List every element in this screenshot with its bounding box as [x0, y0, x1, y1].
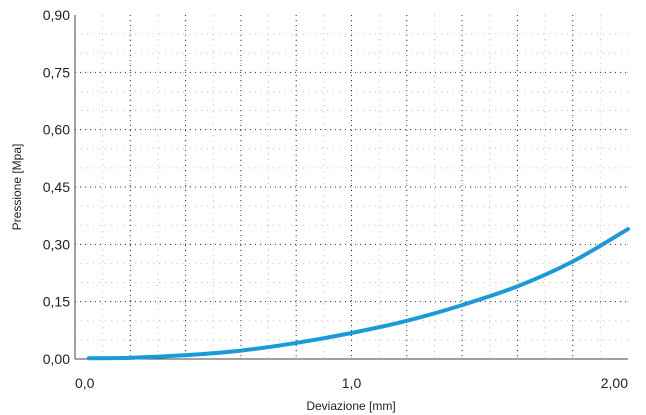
series-line [86, 227, 630, 361]
x-tick-label: 0,0 [75, 375, 95, 391]
series-layer [86, 227, 630, 361]
y-tick-label: 0,45 [43, 179, 70, 195]
x-tick-label: 2,00 [601, 375, 628, 391]
y-tick-label: 0,60 [43, 122, 70, 138]
y-tick-label: 0,00 [43, 351, 70, 367]
y-tick-label: 0,75 [43, 64, 70, 80]
y-tick-labels: 0,00 0,15 0,30 0,45 0,60 0,75 0,90 [43, 7, 70, 367]
major-grid [75, 15, 628, 359]
y-tick-label: 0,15 [43, 294, 70, 310]
x-axis-title: Deviazione [mm] [306, 399, 395, 413]
y-axis-title: Pressione [Mpa] [10, 144, 24, 231]
x-tick-label: 1,0 [342, 375, 362, 391]
x-tick-labels: 0,0 1,0 2,00 [75, 375, 628, 391]
y-tick-label: 0,30 [43, 236, 70, 252]
y-tick-label: 0,90 [43, 7, 70, 23]
